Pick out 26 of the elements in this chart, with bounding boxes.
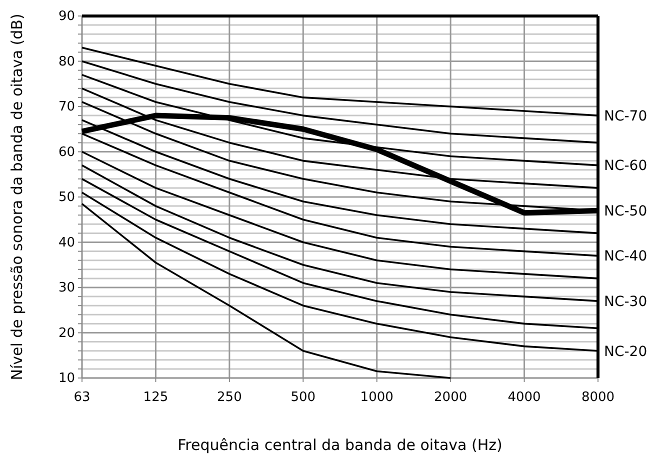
y-tick-label: 20 bbox=[58, 326, 75, 341]
y-tick-label: 90 bbox=[58, 9, 75, 24]
x-tick-label: 8000 bbox=[581, 390, 615, 406]
series-label: NC-50 bbox=[604, 203, 648, 220]
series-label: NC-40 bbox=[604, 248, 648, 265]
x-tick-label: 125 bbox=[143, 390, 168, 406]
y-tick-label: 80 bbox=[58, 54, 75, 70]
y-tick-label: 50 bbox=[58, 190, 75, 206]
y-tick-label: 70 bbox=[58, 100, 75, 115]
y-axis-title: Nível de pressão sonora da banda de oitava (dB) bbox=[8, 14, 26, 380]
y-tick-label: 60 bbox=[58, 144, 75, 160]
series-label: NC-60 bbox=[604, 158, 648, 174]
x-tick-label: 250 bbox=[217, 390, 242, 406]
series-label: NC-20 bbox=[604, 344, 648, 360]
series-label: NC-70 bbox=[604, 108, 648, 124]
series-label: NC-30 bbox=[604, 294, 648, 310]
x-tick-label: 1000 bbox=[360, 390, 394, 406]
y-tick-label: 40 bbox=[58, 235, 75, 250]
y-tick-label: 30 bbox=[58, 280, 75, 296]
x-tick-label: 63 bbox=[74, 390, 90, 406]
x-axis-title: Frequência central da banda de oitava (Hz) bbox=[178, 436, 502, 454]
x-tick-label: 4000 bbox=[508, 390, 541, 406]
line-series bbox=[81, 202, 452, 379]
y-tick-label: 10 bbox=[58, 371, 75, 386]
x-tick-label: 500 bbox=[290, 390, 316, 406]
x-tick-label: 2000 bbox=[434, 390, 468, 406]
